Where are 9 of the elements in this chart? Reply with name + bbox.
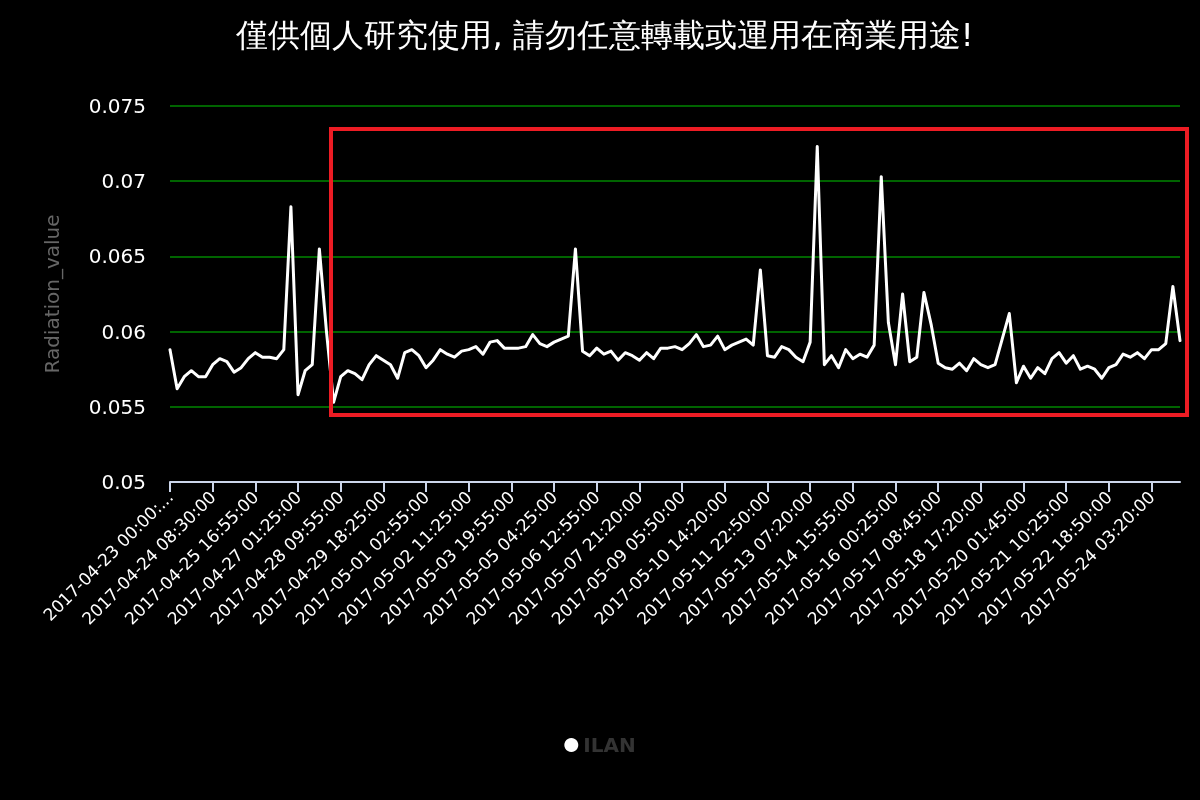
y-tick-label: 0.055 [88,394,146,419]
line-series [168,145,1182,404]
y-tick-label: 0.07 [101,169,146,194]
y-tick-label: 0.05 [101,470,146,494]
y-tick-label: 0.075 [88,94,146,118]
y-tick-label: 0.06 [101,319,146,344]
chart-title: 僅供個人研究使用, 請勿任意轉載或運用在商業用途! [235,16,974,54]
y-axis-title: Radiation_value [40,214,64,374]
y-tick-label: 0.065 [88,244,146,269]
